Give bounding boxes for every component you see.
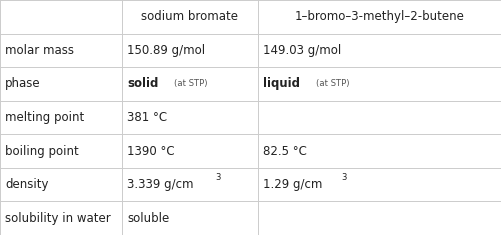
Text: 1–bromo–3‑methyl–2‑butene: 1–bromo–3‑methyl–2‑butene (294, 10, 464, 23)
Text: 3: 3 (215, 173, 220, 182)
Text: sodium bromate: sodium bromate (141, 10, 238, 23)
Text: 381 °C: 381 °C (127, 111, 167, 124)
Text: liquid: liquid (262, 77, 299, 90)
Text: solubility in water: solubility in water (5, 212, 111, 225)
Text: 3: 3 (341, 173, 346, 182)
Text: solid: solid (127, 77, 158, 90)
Text: 82.5 °C: 82.5 °C (262, 145, 306, 158)
Text: soluble: soluble (127, 212, 169, 225)
Text: 1390 °C: 1390 °C (127, 145, 174, 158)
Text: 150.89 g/mol: 150.89 g/mol (127, 44, 205, 57)
Text: 3.339 g/cm: 3.339 g/cm (127, 178, 193, 191)
Text: 149.03 g/mol: 149.03 g/mol (262, 44, 340, 57)
Text: molar mass: molar mass (5, 44, 74, 57)
Text: density: density (5, 178, 49, 191)
Text: (at STP): (at STP) (173, 79, 206, 88)
Text: boiling point: boiling point (5, 145, 79, 158)
Text: phase: phase (5, 77, 41, 90)
Text: 1.29 g/cm: 1.29 g/cm (262, 178, 321, 191)
Text: (at STP): (at STP) (316, 79, 349, 88)
Text: melting point: melting point (5, 111, 84, 124)
